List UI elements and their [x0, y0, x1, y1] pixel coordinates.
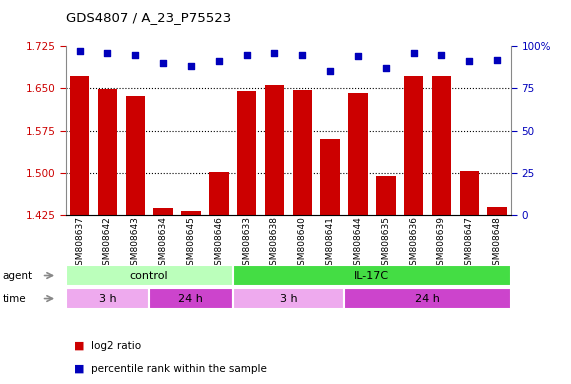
Text: 24 h: 24 h [415, 293, 440, 304]
Point [493, 56, 502, 63]
Bar [209, 172, 228, 215]
Bar [432, 76, 451, 215]
Text: control: control [130, 270, 168, 281]
Text: 24 h: 24 h [179, 293, 203, 304]
Bar [320, 139, 340, 215]
Point [465, 58, 474, 65]
Bar [66, 288, 149, 309]
Text: GDS4807 / A_23_P75523: GDS4807 / A_23_P75523 [66, 12, 231, 25]
Bar [488, 207, 507, 215]
Point [186, 63, 195, 70]
Bar [233, 265, 511, 286]
Point [297, 51, 307, 58]
Bar [460, 170, 479, 215]
Bar [292, 90, 312, 215]
Bar [154, 208, 173, 215]
Text: 3 h: 3 h [99, 293, 116, 304]
Text: agent: agent [3, 270, 33, 281]
Bar [344, 288, 511, 309]
Point [131, 51, 140, 58]
Bar [348, 93, 368, 215]
Point [242, 51, 251, 58]
Bar [376, 176, 396, 215]
Bar [70, 76, 89, 215]
Bar [98, 89, 117, 215]
Point [214, 58, 223, 65]
Text: 3 h: 3 h [280, 293, 297, 304]
Point [437, 51, 446, 58]
Text: time: time [3, 293, 26, 304]
Point [270, 50, 279, 56]
Bar [149, 288, 233, 309]
Text: IL-17C: IL-17C [354, 270, 389, 281]
Point [75, 48, 84, 54]
Point [159, 60, 168, 66]
Point [381, 65, 391, 71]
Bar [404, 76, 423, 215]
Bar [265, 85, 284, 215]
Point [353, 53, 363, 59]
Point [103, 50, 112, 56]
Bar [181, 211, 200, 215]
Text: ■: ■ [74, 341, 85, 351]
Point [325, 68, 335, 74]
Text: percentile rank within the sample: percentile rank within the sample [91, 364, 267, 374]
Point [409, 50, 418, 56]
Bar [237, 91, 256, 215]
Bar [66, 265, 233, 286]
Text: ■: ■ [74, 364, 85, 374]
Bar [233, 288, 344, 309]
Bar [126, 96, 145, 215]
Text: log2 ratio: log2 ratio [91, 341, 142, 351]
